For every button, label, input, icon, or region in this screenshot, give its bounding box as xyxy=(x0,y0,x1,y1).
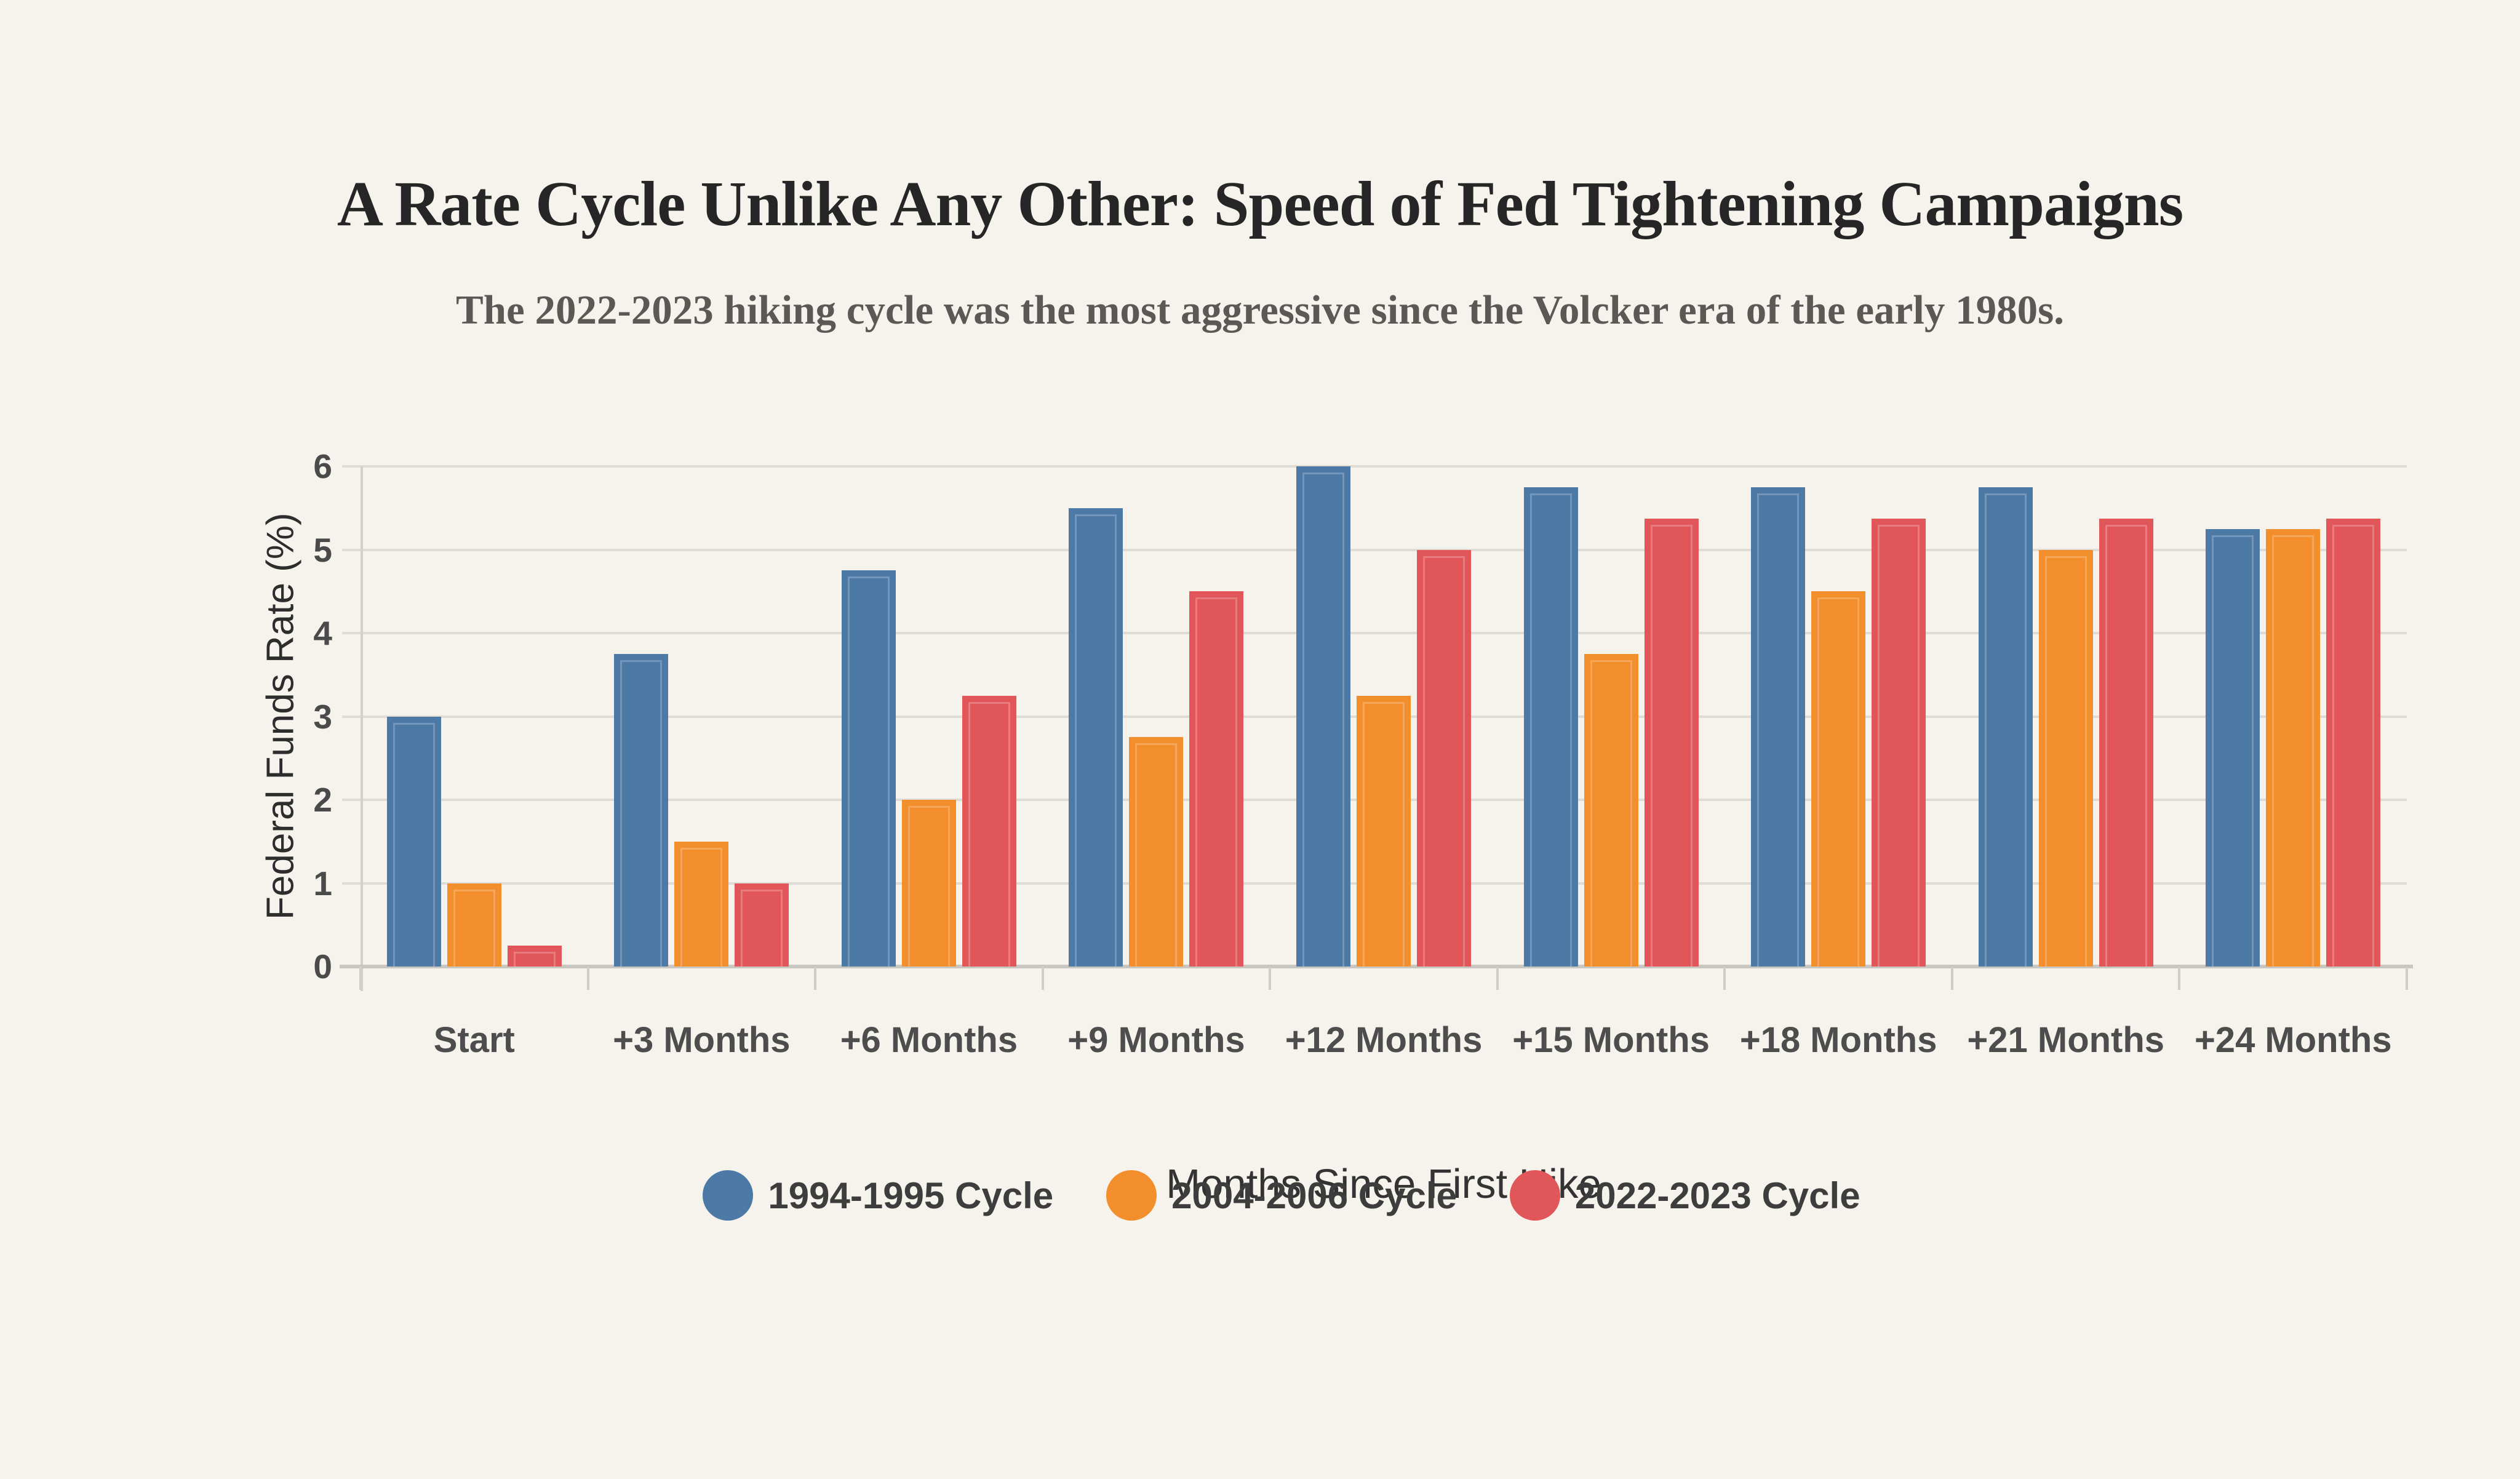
x-axis-tick xyxy=(1950,967,1953,990)
bar-group--3-months xyxy=(588,466,816,967)
bar-columns xyxy=(361,466,2407,967)
bar-2022-2023-cycle xyxy=(962,695,1016,967)
bar-1994-1995-cycle xyxy=(2206,528,2260,967)
y-tick-label: 3 xyxy=(313,697,332,736)
x-axis-tick xyxy=(814,967,817,990)
x-axis-tick xyxy=(359,967,362,990)
bar-2004-2006-cycle xyxy=(1357,695,1411,967)
category-label: +9 Months xyxy=(1067,1020,1245,1060)
bar-2004-2006-cycle xyxy=(1584,653,1638,967)
bar-1994-1995-cycle xyxy=(614,653,669,967)
bar-group--24-months xyxy=(2180,466,2407,967)
bar-2004-2006-cycle xyxy=(901,800,956,967)
category-label: +18 Months xyxy=(1739,1020,1937,1060)
chart-subtitle: The 2022-2023 hiking cycle was the most … xyxy=(456,287,2064,333)
y-tick-label: 4 xyxy=(313,614,332,652)
y-tick-label: 5 xyxy=(313,530,332,569)
bar-group--6-months xyxy=(815,466,1043,967)
bar-2004-2006-cycle xyxy=(447,883,501,967)
category-label: +6 Months xyxy=(840,1020,1018,1060)
category-labels: Start +3 Months +6 Months +9 Months +12 Mont… xyxy=(361,1019,2407,1061)
category-label: +12 Months xyxy=(1285,1020,1483,1060)
y-tick-label: 0 xyxy=(313,947,332,986)
x-axis-tick xyxy=(1269,967,1272,990)
bar-1994-1995-cycle xyxy=(1751,487,1806,967)
legend-label: 2004-2006 Cycle xyxy=(1171,1174,1457,1216)
chart-title: A Rate Cycle Unlike Any Other: Speed of … xyxy=(337,169,2183,239)
category-label: +15 Months xyxy=(1512,1020,1710,1060)
legend-swatch-circle-icon xyxy=(1106,1170,1157,1221)
bar-2022-2023-cycle xyxy=(2099,518,2153,967)
bar-group--9-months xyxy=(1043,466,1270,967)
x-axis-tick xyxy=(1496,967,1499,990)
bar-2022-2023-cycle xyxy=(1644,518,1699,967)
y-tick-label: 6 xyxy=(313,447,332,485)
bar-group--18-months xyxy=(1725,466,1952,967)
legend-swatch-circle-icon xyxy=(703,1170,754,1221)
bar-group-start xyxy=(361,466,588,967)
gridline-y-6 xyxy=(342,465,2407,468)
y-axis-line xyxy=(361,466,363,991)
bar-2004-2006-cycle xyxy=(1811,591,1866,967)
bar-1994-1995-cycle xyxy=(1978,487,2033,967)
bar-group--21-months xyxy=(1952,466,2180,967)
legend-label: 1994-1995 Cycle xyxy=(768,1174,1054,1216)
gridline-y-5 xyxy=(342,548,2407,551)
bar-1994-1995-cycle xyxy=(386,716,441,967)
bar-2022-2023-cycle xyxy=(1189,591,1244,967)
legend-label: 2022-2023 Cycle xyxy=(1574,1174,1860,1216)
bar-group--12-months xyxy=(1270,466,1497,967)
legend-swatch-circle-icon xyxy=(1509,1170,1560,1221)
gridline-y-4 xyxy=(342,632,2407,634)
bar-1994-1995-cycle xyxy=(841,570,896,967)
bar-group--15-months xyxy=(1497,466,1725,967)
category-label: Start xyxy=(433,1020,515,1060)
y-tick-label: 1 xyxy=(313,864,332,903)
category-label: +3 Months xyxy=(613,1020,791,1060)
bar-2022-2023-cycle xyxy=(1872,518,1926,967)
bar-2022-2023-cycle xyxy=(1417,549,1472,967)
x-axis-tick xyxy=(1041,967,1044,990)
bar-1994-1995-cycle xyxy=(1523,487,1578,967)
legend: 1994-1995 Cycle 2004-2006 Cycle 2022-2023 … xyxy=(0,1170,2520,1221)
x-axis-tick xyxy=(586,967,589,990)
category-label: +21 Months xyxy=(1967,1020,2165,1060)
bar-2004-2006-cycle xyxy=(2266,528,2321,967)
bar-2022-2023-cycle xyxy=(735,883,789,967)
bar-1994-1995-cycle xyxy=(1296,466,1351,967)
legend-item-2004-2006-cycle: 2004-2006 Cycle xyxy=(1106,1170,1457,1221)
category-label: +24 Months xyxy=(2194,1020,2392,1060)
x-axis-line xyxy=(340,965,2413,968)
plot-area: 0 1 2 3 4 5 6 Start +3 Months +6 Months +9 Months +… xyxy=(313,447,2413,1060)
legend-item-1994-1995-cycle: 1994-1995 Cycle xyxy=(703,1170,1053,1221)
bar-2004-2006-cycle xyxy=(674,841,729,967)
bar-2022-2023-cycle xyxy=(2326,518,2381,967)
x-axis-tick xyxy=(1723,967,1726,990)
bar-2004-2006-cycle xyxy=(1129,737,1184,967)
bar-2004-2006-cycle xyxy=(2038,549,2093,967)
x-axis-tick xyxy=(2178,967,2181,990)
bar-1994-1995-cycle xyxy=(1069,508,1123,967)
legend-item-2022-2023-cycle: 2022-2023 Cycle xyxy=(1509,1170,1860,1221)
y-tick-label: 2 xyxy=(313,781,332,819)
bar-2022-2023-cycle xyxy=(507,946,562,967)
x-axis-tick xyxy=(2406,967,2408,990)
